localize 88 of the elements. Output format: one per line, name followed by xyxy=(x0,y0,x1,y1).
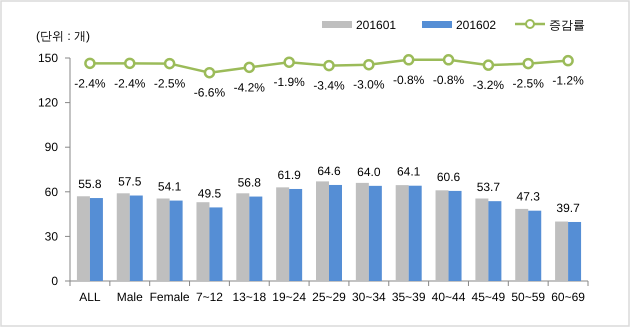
bar xyxy=(289,188,302,281)
data-label: 64.0 xyxy=(357,164,381,179)
legend-label: 증감률 xyxy=(549,18,585,32)
bar xyxy=(329,184,342,281)
y-tick-label: 150 xyxy=(38,51,58,65)
y-tick-label: 0 xyxy=(51,274,58,288)
bar xyxy=(90,198,103,281)
data-label: -6.6% xyxy=(194,86,226,100)
bar xyxy=(170,200,183,281)
x-tick-label: Male xyxy=(116,290,144,304)
legend-label: 201601 xyxy=(356,18,396,32)
bar xyxy=(555,222,568,281)
bar xyxy=(488,201,502,281)
x-tick-label: 50~59 xyxy=(511,290,546,304)
data-label: -0.8% xyxy=(393,72,425,87)
data-label: -1.2% xyxy=(552,74,584,88)
data-label: -4.2% xyxy=(234,80,266,94)
x-tick-label: ALL xyxy=(79,290,101,304)
data-label: 39.7 xyxy=(556,200,580,215)
point xyxy=(522,58,534,70)
x-tick-label: 30~34 xyxy=(352,290,386,304)
bar xyxy=(209,207,222,281)
data-label: -2.4% xyxy=(74,76,106,90)
bar xyxy=(408,186,422,281)
point xyxy=(323,60,335,72)
bar xyxy=(568,222,582,281)
data-label: -0.8% xyxy=(432,72,465,87)
point xyxy=(442,54,454,66)
x-tick-label: 60~69 xyxy=(551,290,586,304)
point xyxy=(363,58,375,70)
point xyxy=(482,59,494,71)
data-label: 60.6 xyxy=(436,170,461,184)
y-axis-title: (단위 : 개) xyxy=(36,29,90,43)
legend-label: 201602 xyxy=(456,18,496,32)
data-label: -3.2% xyxy=(472,78,504,92)
data-label: 53.7 xyxy=(476,180,500,194)
y-tick-label: 120 xyxy=(38,96,58,110)
data-label: -3.0% xyxy=(353,78,385,92)
bar xyxy=(249,196,262,281)
data-label: 56.8 xyxy=(238,176,262,190)
bar xyxy=(475,198,488,281)
point xyxy=(84,58,96,70)
data-label: -2.5% xyxy=(154,76,186,91)
data-label: -2.4% xyxy=(114,76,146,90)
data-label: 55.8 xyxy=(78,177,102,192)
data-label: 64.6 xyxy=(317,164,341,178)
x-tick-label: 40~44 xyxy=(432,290,466,304)
bar xyxy=(116,193,130,281)
x-tick-label: 35~39 xyxy=(392,290,426,304)
bar xyxy=(436,190,449,281)
bar xyxy=(156,198,170,281)
bar xyxy=(236,193,250,281)
data-label: -1.9% xyxy=(273,75,306,90)
point xyxy=(244,62,256,74)
x-tick-label: 45~49 xyxy=(472,290,506,304)
bar xyxy=(316,181,329,281)
point xyxy=(562,54,574,66)
data-label: 64.1 xyxy=(397,164,421,179)
bar xyxy=(396,185,409,281)
data-label: 54.1 xyxy=(158,180,182,194)
bar xyxy=(528,210,542,281)
point xyxy=(124,58,136,70)
x-tick-label: 25~29 xyxy=(312,290,346,304)
x-tick-label: 7~12 xyxy=(196,290,224,304)
bar xyxy=(76,196,90,281)
bar xyxy=(448,190,462,281)
bar xyxy=(196,202,210,281)
bar xyxy=(276,187,290,281)
data-label: 47.3 xyxy=(516,190,540,204)
data-label: 61.9 xyxy=(277,168,302,182)
point xyxy=(283,56,295,68)
y-tick-label: 30 xyxy=(44,229,58,244)
data-label: -2.5% xyxy=(512,76,544,91)
bar xyxy=(356,182,369,281)
data-label: 49.5 xyxy=(198,186,222,200)
y-tick-label: 60 xyxy=(44,184,58,199)
bar xyxy=(130,196,143,281)
bar xyxy=(515,208,528,281)
point xyxy=(402,54,414,66)
y-tick-label: 90 xyxy=(44,140,58,154)
data-label: -3.4% xyxy=(313,78,345,93)
x-tick-label: 19~24 xyxy=(272,290,306,304)
point xyxy=(164,58,176,70)
point xyxy=(204,66,216,78)
x-tick-label: Female xyxy=(150,290,190,304)
data-label: 57.5 xyxy=(118,174,142,189)
x-tick-label: 13~18 xyxy=(232,290,266,304)
bar xyxy=(368,186,382,281)
